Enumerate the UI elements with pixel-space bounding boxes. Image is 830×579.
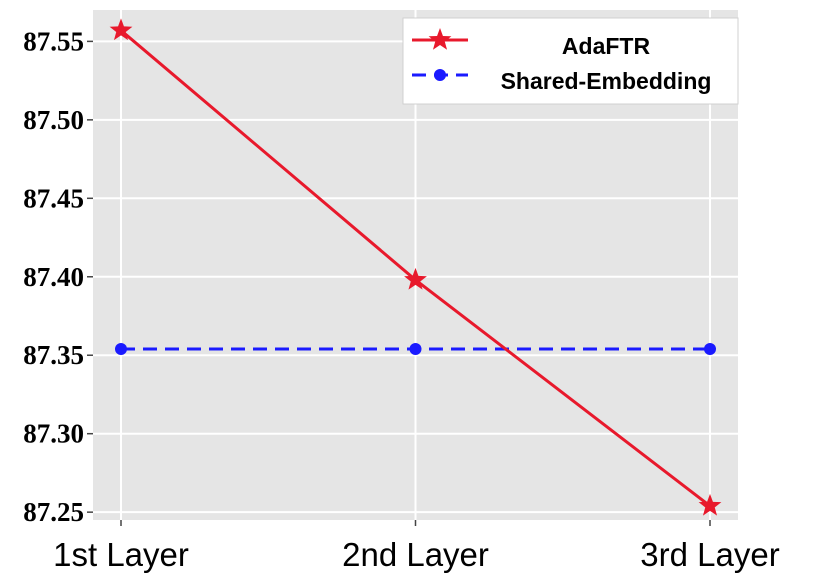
data-point-circle bbox=[704, 342, 716, 355]
series-shared-embedding bbox=[115, 342, 716, 355]
legend-marker-star bbox=[428, 28, 452, 50]
y-tick-label: 87.55 bbox=[23, 26, 84, 56]
y-tick-label: 87.25 bbox=[23, 497, 84, 527]
x-tick-label: 3rd Layer bbox=[640, 536, 779, 573]
series-adaftr bbox=[109, 18, 722, 516]
y-tick-label: 87.45 bbox=[23, 183, 84, 213]
legend-box bbox=[402, 17, 739, 105]
y-tick-label: 87.40 bbox=[23, 262, 84, 292]
y-tick-label: 87.30 bbox=[23, 419, 84, 449]
data-point-star bbox=[109, 18, 133, 41]
x-tick-label: 2nd Layer bbox=[342, 536, 489, 573]
data-point-circle bbox=[115, 342, 127, 355]
series-layer bbox=[109, 18, 722, 516]
x-tick-label: 1st Layer bbox=[53, 536, 189, 573]
legend-label: Shared-Embedding bbox=[501, 68, 712, 94]
legend-marker-circle bbox=[434, 69, 446, 81]
data-point-star bbox=[698, 493, 722, 516]
data-point-star bbox=[404, 267, 427, 290]
y-axis: 87.25 87.30 87.35 87.40 87.45 87.50 87.55 bbox=[23, 26, 93, 527]
y-tick-label: 87.50 bbox=[23, 105, 84, 135]
data-point-circle bbox=[409, 342, 422, 355]
legend-label: AdaFTR bbox=[562, 33, 651, 59]
x-axis: 1st Layer 2nd Layer 3rd Layer bbox=[53, 520, 780, 573]
legend: AdaFTR Shared-Embedding bbox=[402, 17, 739, 105]
y-tick-label: 87.35 bbox=[23, 340, 84, 370]
